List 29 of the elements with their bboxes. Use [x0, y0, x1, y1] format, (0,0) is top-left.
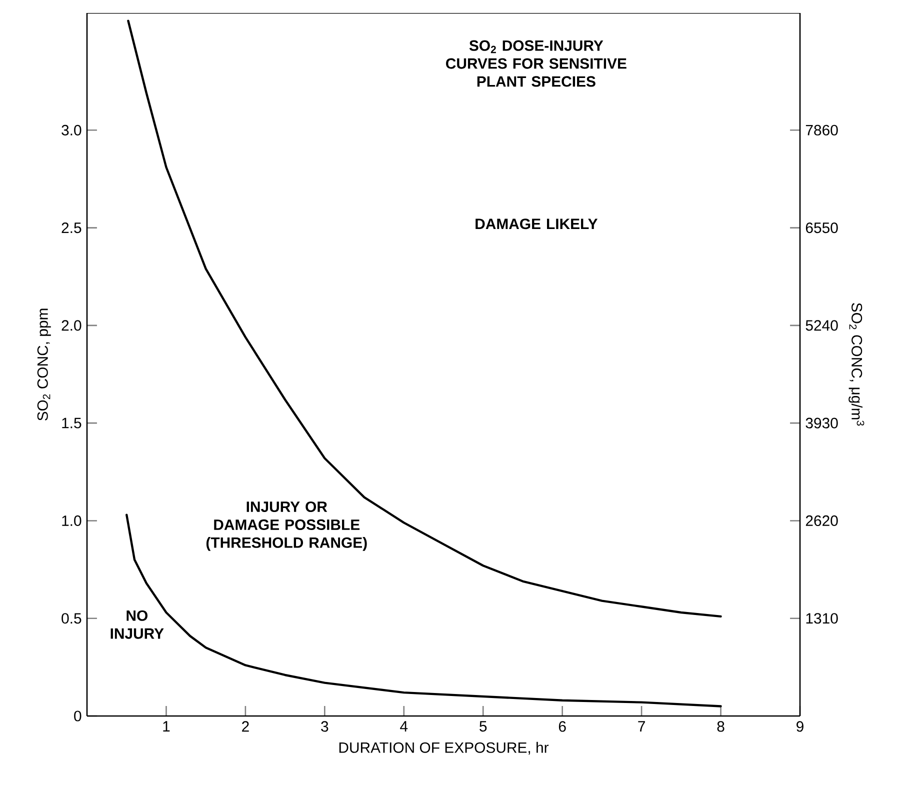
x-tick-label: 2	[242, 721, 249, 732]
x-tick-label: 1	[163, 721, 170, 732]
y-tick-label: 3.0	[62, 124, 82, 136]
x-tick-label: 7	[638, 721, 645, 732]
y2-tick-label: 2620	[806, 515, 838, 526]
y-tick-label: 0	[74, 710, 82, 722]
x-axis-title: DURATION OF EXPOSURE, hr	[339, 742, 549, 755]
y2-tick-label: 5240	[806, 320, 838, 331]
y2-tick-label: 6550	[806, 222, 838, 234]
y-tick-label: 2.5	[62, 222, 82, 234]
x-tick-label: 9	[796, 721, 804, 732]
y-tick-label: 1.5	[62, 418, 82, 428]
x-tick-label: 4	[400, 721, 408, 732]
x-tick-label: 5	[480, 721, 487, 732]
y-tick-label: 0.5	[62, 613, 82, 624]
y2-tick-label: 1310	[806, 613, 838, 624]
x-tick-label: 3	[321, 721, 328, 732]
annotation: INJURY OR DAMAGE POSSIBLE (THRESHOLD RANGE)	[206, 501, 367, 551]
y-tick-label: 1.0	[62, 515, 82, 526]
y-axis-title: SO$_{2}$ CONC, ppm	[37, 308, 51, 421]
text: SO$_{2}$ DOSE-INJURY CURVES FOR SENSITIVE PLANT SPECIES	[446, 40, 626, 87]
y2-tick-label: 7860	[806, 124, 838, 136]
x-tick-label: 8	[717, 721, 724, 732]
y2-axis-title: SO$_{2}$ CONC, μg/m$^{3}$	[848, 303, 864, 426]
annotation: DAMAGE LIKELY	[476, 218, 598, 230]
y2-tick-label: 3930	[806, 418, 838, 428]
x-tick-label: 6	[558, 721, 566, 732]
y-tick-label: 2.0	[62, 320, 82, 331]
annotation: NO INJURY	[110, 610, 164, 639]
